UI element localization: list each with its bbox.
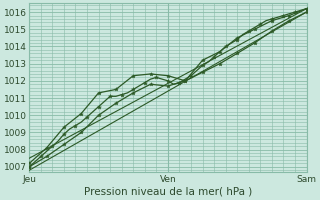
X-axis label: Pression niveau de la mer( hPa ): Pression niveau de la mer( hPa ) [84, 187, 252, 197]
